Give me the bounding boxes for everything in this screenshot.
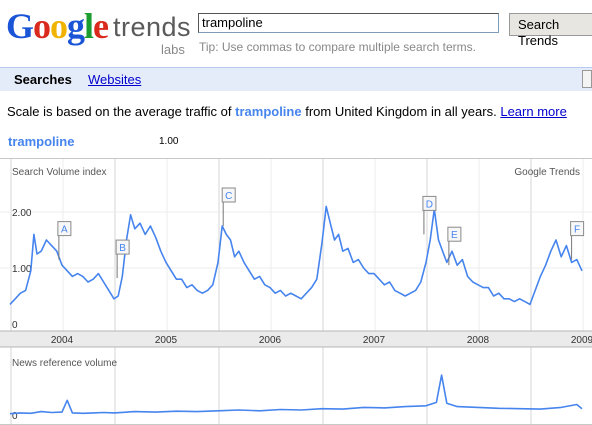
tab-searches[interactable]: Searches <box>14 72 72 87</box>
annotation-letter: A <box>61 225 68 236</box>
news-annotations: A B C D E F <box>57 187 585 279</box>
y-tick-label: 1.00 <box>12 264 32 275</box>
news-volume-polyline <box>9 374 583 415</box>
annotation-flag <box>447 226 462 242</box>
search-trends-button[interactable]: Search Trends <box>509 13 592 48</box>
logo-letter-g2: g <box>67 6 85 46</box>
chart-grid <box>0 158 592 424</box>
year-label: 2004 <box>51 335 74 346</box>
year-label: 2008 <box>467 335 490 346</box>
google-trends-label: Google Trends <box>514 167 580 178</box>
annotation-letter: F <box>574 225 580 236</box>
annotation-flag <box>570 221 585 237</box>
scale-note: Scale is based on the average traffic of… <box>7 104 567 119</box>
scale-note-keyword: trampoline <box>235 104 302 119</box>
trends-chart[interactable]: Search Volume index Google Trends News r… <box>0 158 592 425</box>
year-label: 2007 <box>363 335 386 346</box>
annotation-flag <box>115 239 130 255</box>
logo-letter-g: G <box>6 6 34 46</box>
series-legend-name[interactable]: trampoline <box>8 134 75 149</box>
annotation-flag <box>221 187 236 203</box>
annotation-letter: B <box>119 243 126 254</box>
news-volume-line <box>9 374 583 415</box>
scale-note-prefix: Scale is based on the average traffic of <box>7 104 232 119</box>
tab-websites[interactable]: Websites <box>88 72 142 87</box>
year-axis-band <box>0 331 592 347</box>
annotation-letter: D <box>426 199 433 210</box>
scale-note-suffix: from United Kingdom in all years. <box>305 104 497 119</box>
y-tick-label: 0 <box>12 320 18 331</box>
logo-letter-o2: o <box>50 6 68 46</box>
learn-more-link[interactable]: Learn more <box>500 104 567 119</box>
search-tip: Tip: Use commas to compare multiple sear… <box>199 40 476 54</box>
y-tick-label: 2.00 <box>12 208 32 219</box>
annotation-flag <box>57 221 72 237</box>
search-volume-polyline <box>9 205 583 306</box>
year-labels: 2004 2005 2006 2007 2008 2009 <box>51 335 592 346</box>
year-label: 2009 <box>571 335 592 346</box>
logo-letter-e: e <box>93 6 109 46</box>
google-wordmark: Google <box>6 6 109 46</box>
year-label: 2006 <box>259 335 282 346</box>
series-legend-average: 1.00 <box>159 136 179 147</box>
news-y-tick-label: 0 <box>12 411 18 422</box>
annotation-letter: E <box>451 230 458 241</box>
annotation-flag <box>422 195 437 211</box>
search-input[interactable] <box>198 13 499 33</box>
annotation-letter: C <box>225 191 232 202</box>
news-volume-title: News reference volume <box>12 358 117 369</box>
tab-bar-corner <box>582 70 592 88</box>
google-trends-logo[interactable]: Google trends labs <box>6 4 192 57</box>
search-volume-title: Search Volume index <box>12 167 107 178</box>
logo-letter-l: l <box>84 6 94 46</box>
results-tab-bar: Searches Websites <box>0 67 592 91</box>
search-volume-line <box>9 205 583 306</box>
labs-tag: labs <box>161 42 185 57</box>
trends-wordmark: trends <box>113 12 192 42</box>
year-label: 2005 <box>155 335 178 346</box>
logo-letter-o1: o <box>33 6 51 46</box>
y-tick-labels: 2.00 1.00 0 0 <box>12 208 32 422</box>
